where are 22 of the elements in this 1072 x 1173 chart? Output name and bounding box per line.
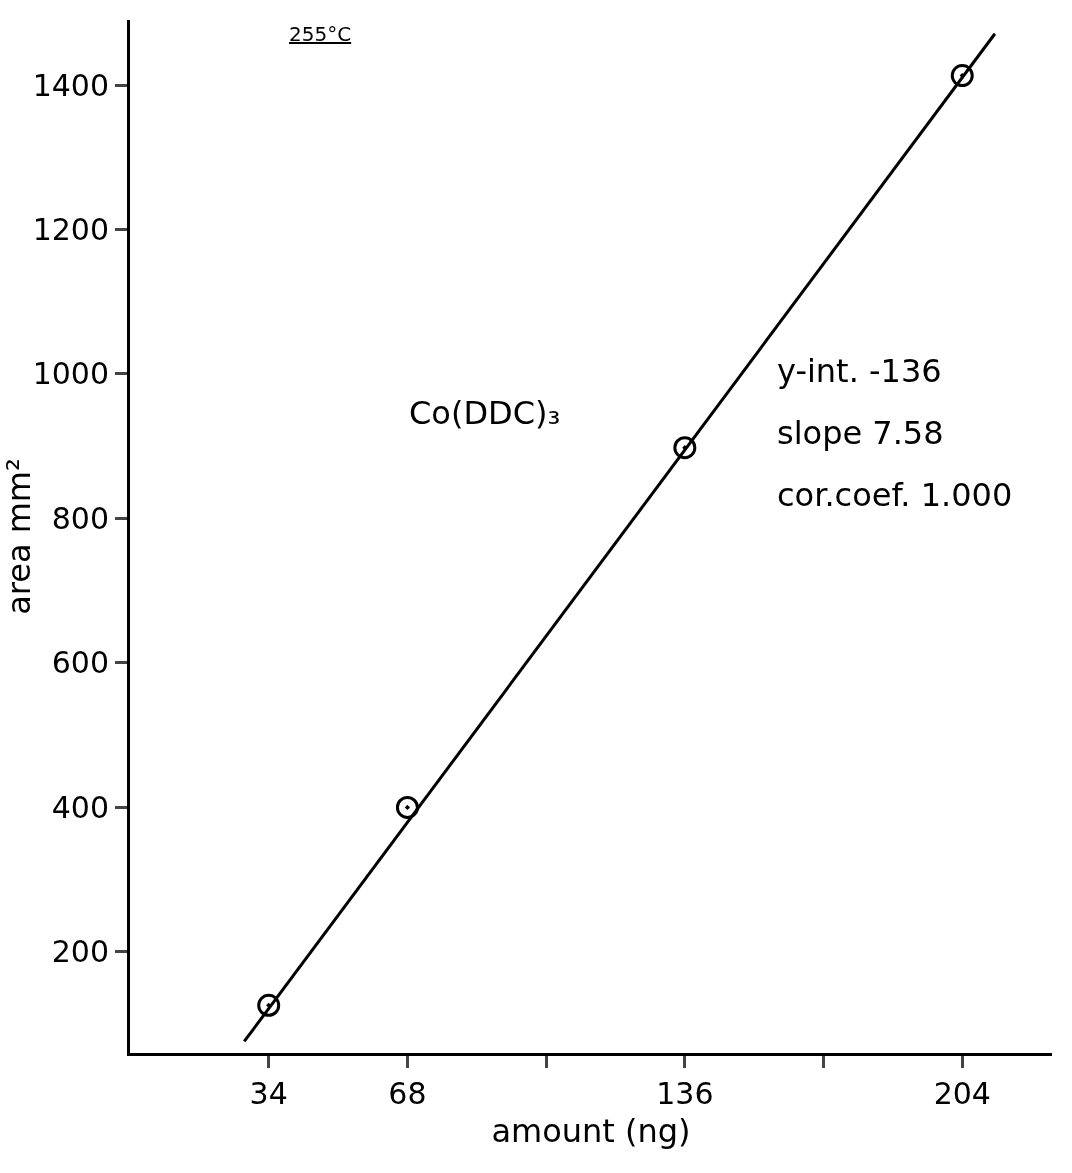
y-tick-label: 1400 <box>32 67 109 103</box>
x-axis-title: amount (ng) <box>491 1111 691 1150</box>
x-tick-label: 204 <box>933 1076 991 1111</box>
annotation: slope 7.58 <box>777 414 944 452</box>
y-tick-label: 600 <box>51 645 109 681</box>
x-tick-label: 68 <box>388 1076 427 1111</box>
y-tick-label: 400 <box>51 789 109 825</box>
annotation: cor.coef. 1.000 <box>777 476 1013 514</box>
y-tick-label: 800 <box>51 500 109 536</box>
point <box>950 64 974 88</box>
y-tick-label: 1000 <box>32 356 109 392</box>
y-tick-label: 1200 <box>32 211 109 247</box>
point <box>257 993 281 1017</box>
y-tick-label: 200 <box>51 934 109 970</box>
x-tick-label: 34 <box>249 1076 288 1111</box>
y-axis-title: area mm² <box>0 458 38 615</box>
annotation: Co(DDC)₃ <box>409 394 561 432</box>
point <box>673 436 697 460</box>
x-tick-label: 136 <box>656 1076 714 1111</box>
point <box>395 795 419 819</box>
annotation: 255°C <box>289 22 352 46</box>
annotation: y-int. -136 <box>777 352 942 390</box>
